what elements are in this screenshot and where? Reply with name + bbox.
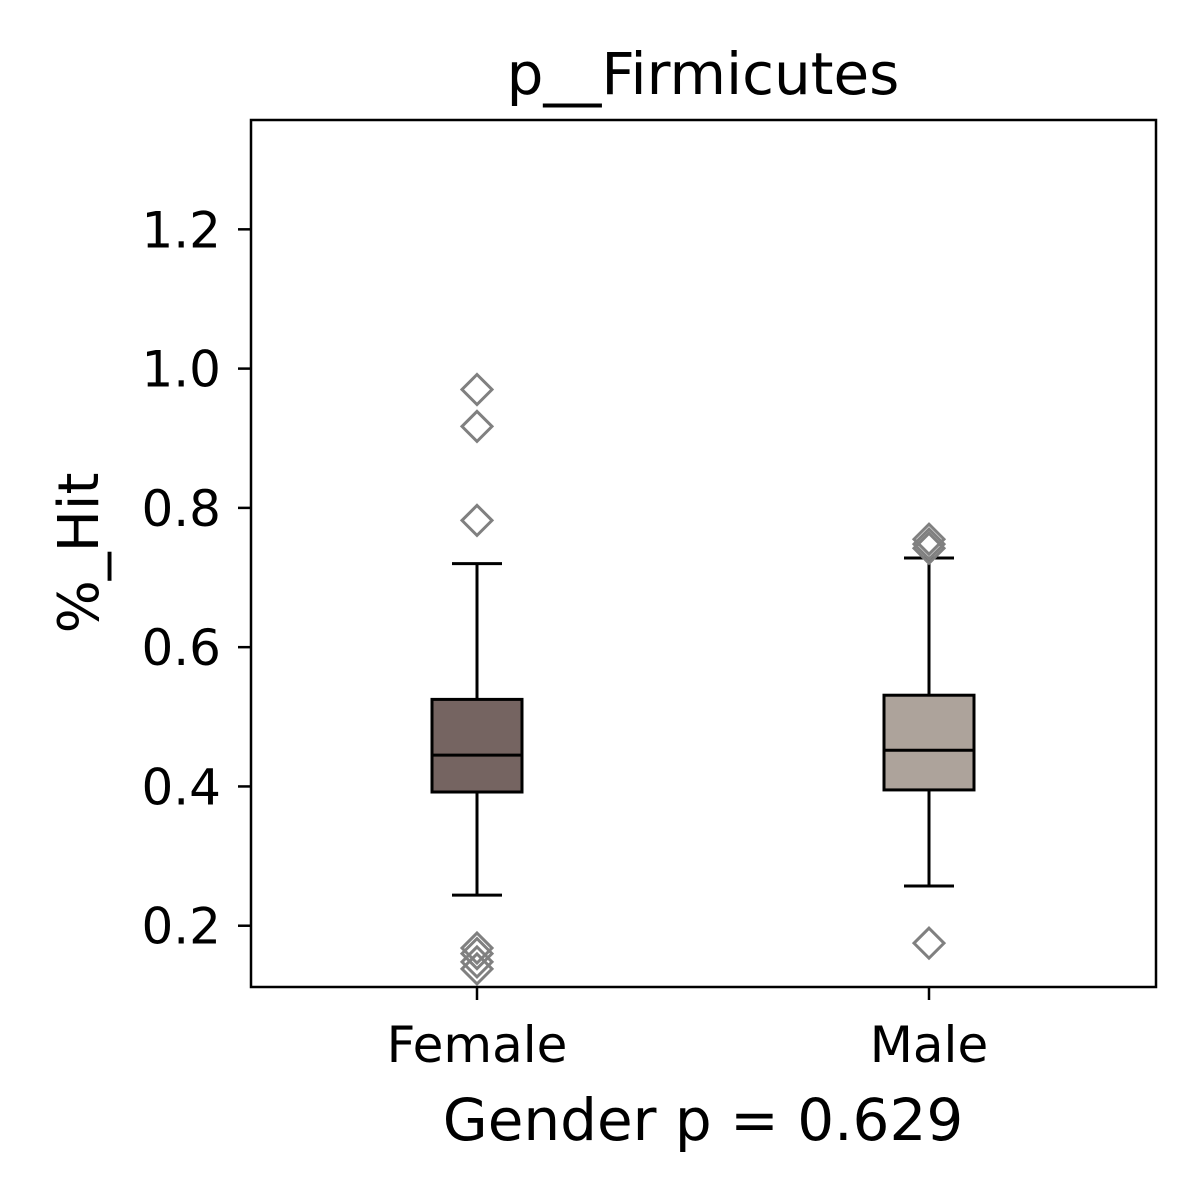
plot-area: 0.2 0.4 0.6 0.8 1.0 1.2 Female Male (141, 201, 988, 1074)
plot-frame (249, 118, 1158, 989)
x-tick-label: Male (870, 1016, 988, 1074)
outlier-point (911, 926, 947, 961)
y-tick-label: 1.2 (141, 201, 221, 259)
box-female (430, 697, 524, 794)
outlier-point (459, 503, 495, 538)
x-axis-label: Gender p = 0.629 (443, 1086, 964, 1154)
outlier-point (911, 531, 947, 566)
y-axis-label: %_Hit (47, 473, 112, 634)
outlier-point (459, 951, 495, 987)
outlier-point (459, 409, 495, 444)
y-tick-label: 0.8 (141, 480, 221, 538)
y-tick-label: 0.2 (141, 898, 221, 956)
x-tick-label: Female (387, 1016, 568, 1074)
chart-title: p__Firmicutes (507, 40, 900, 108)
outlier-point (911, 526, 947, 562)
outlier-point (459, 930, 495, 966)
outlier-point (459, 372, 495, 407)
box-male (882, 693, 976, 792)
outlier-point (459, 936, 495, 971)
y-tick-label: 0.6 (141, 619, 221, 677)
y-tick-label: 0.4 (141, 758, 221, 816)
y-tick-label: 1.0 (141, 341, 221, 399)
outlier-point (459, 944, 495, 980)
outlier-point (911, 522, 947, 557)
